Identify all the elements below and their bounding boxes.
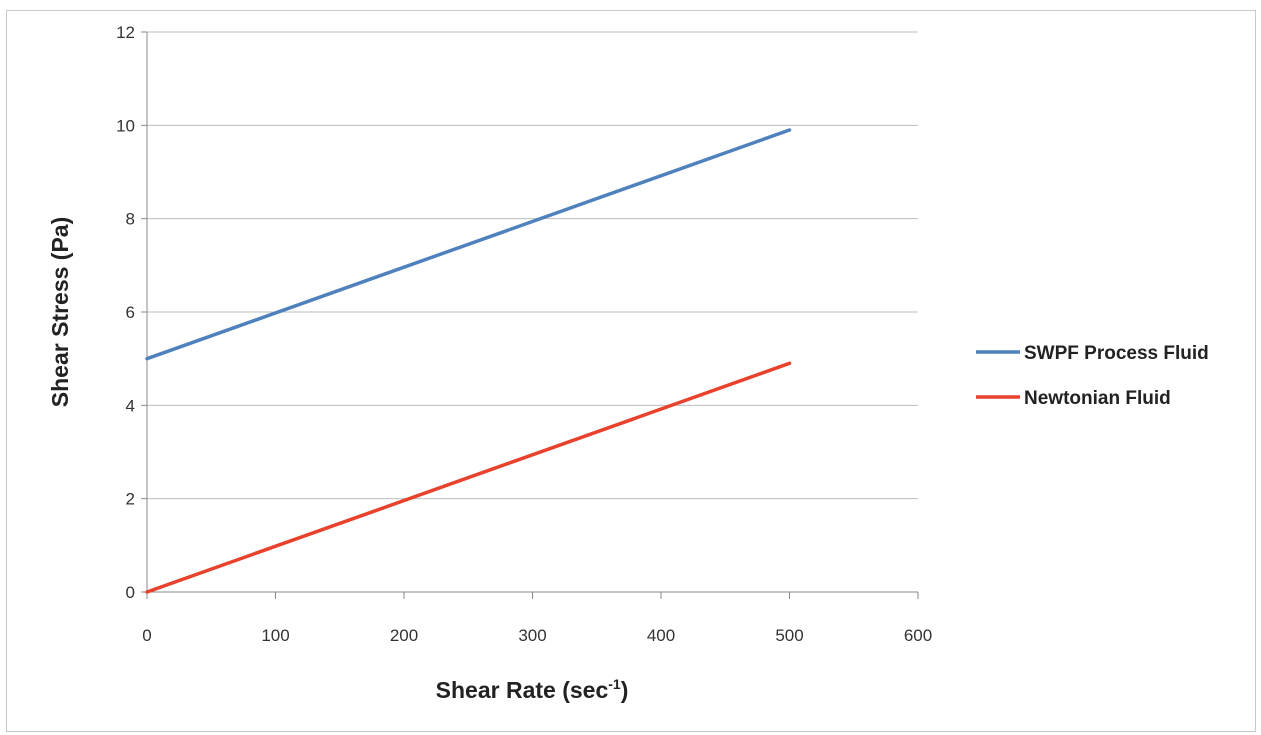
y-axis-title: Shear Stress (Pa)	[47, 217, 73, 407]
x-tick-labels: 0 100 200 300 400 500 600	[142, 626, 932, 645]
gridlines	[147, 31, 918, 500]
y-tick-label-3: 6	[126, 303, 135, 322]
y-tick-label-0: 0	[126, 583, 135, 602]
series-lines	[145, 128, 792, 594]
axes	[141, 31, 919, 599]
y-tick-label-2: 4	[126, 396, 135, 415]
x-tick-label-5: 500	[775, 626, 803, 645]
x-tick-label-1: 100	[261, 626, 289, 645]
x-axis-title-main: Shear Rate (sec	[436, 677, 609, 703]
x-axis-title: Shear Rate (sec-1)	[436, 676, 629, 703]
x-tick-label-0: 0	[142, 626, 151, 645]
chart-frame	[6, 10, 1256, 732]
y-tick-label-6: 12	[116, 23, 135, 42]
x-tick-label-6: 600	[904, 626, 932, 645]
x-tick-label-2: 200	[390, 626, 418, 645]
y-tick-label-1: 2	[126, 490, 135, 509]
x-axis-title-superscript: -1	[608, 676, 621, 692]
series-line-1	[145, 361, 792, 594]
legend-entry-1: Newtonian Fluid	[976, 388, 1171, 409]
legend-label-1: Newtonian Fluid	[1024, 388, 1171, 409]
series-line-0	[145, 128, 792, 361]
y-tick-label-5: 10	[116, 116, 135, 135]
x-tick-label-3: 300	[518, 626, 546, 645]
y-tick-label-4: 8	[126, 210, 135, 229]
x-axis-title-suffix: )	[621, 677, 629, 703]
legend-label-0: SWPF Process Fluid	[1024, 343, 1209, 364]
legend: SWPF Process Fluid Newtonian Fluid	[976, 343, 1209, 409]
y-tick-labels: 0 2 4 6 8 10 12	[116, 23, 135, 602]
legend-entry-0: SWPF Process Fluid	[976, 343, 1209, 364]
x-tick-label-4: 400	[647, 626, 675, 645]
